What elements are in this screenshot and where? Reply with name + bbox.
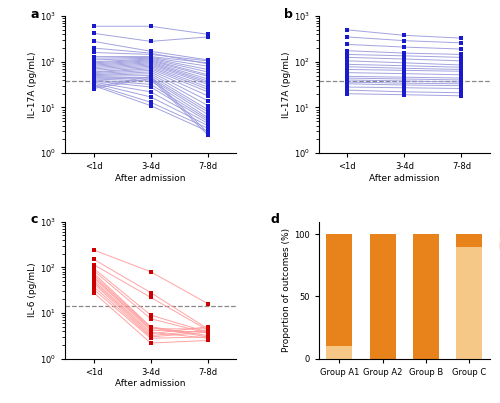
Y-axis label: IL-17A (pg/mL): IL-17A (pg/mL) — [28, 51, 37, 118]
X-axis label: After admission: After admission — [116, 380, 186, 388]
Bar — [413, 234, 439, 359]
Text: d: d — [270, 214, 280, 226]
Text: c: c — [30, 214, 38, 226]
X-axis label: After admission: After admission — [116, 174, 186, 183]
Text: b: b — [284, 8, 293, 21]
Bar — [370, 234, 396, 359]
Bar — [456, 234, 482, 247]
Text: a: a — [30, 8, 39, 21]
Y-axis label: IL-6 (pg/mL): IL-6 (pg/mL) — [28, 263, 37, 318]
Bar — [456, 247, 482, 359]
Y-axis label: Proportion of outcomes (%): Proportion of outcomes (%) — [282, 228, 291, 352]
X-axis label: After admission: After admission — [369, 174, 440, 183]
Bar — [326, 346, 352, 359]
Y-axis label: IL-17A (pg/mL): IL-17A (pg/mL) — [282, 51, 291, 118]
Legend: non-sequelae, sequelae: non-sequelae, sequelae — [497, 225, 500, 253]
Bar — [326, 234, 352, 346]
